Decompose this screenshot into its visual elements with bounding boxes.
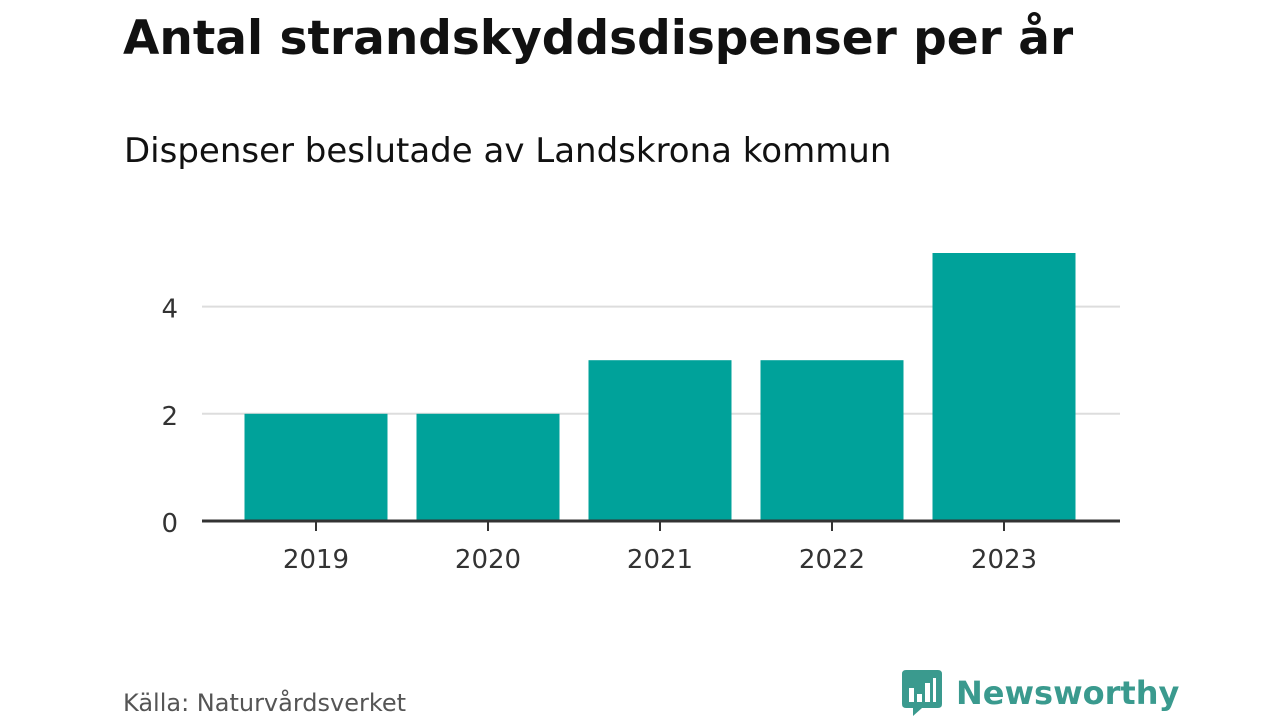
chart-subtitle: Dispenser beslutade av Landskrona kommun bbox=[124, 131, 892, 171]
bar-2022 bbox=[760, 360, 904, 521]
y-tick-label: 4 bbox=[161, 295, 178, 325]
source-note: Källa: Naturvårdsverket bbox=[123, 689, 407, 717]
x-tick-label: 2022 bbox=[799, 545, 865, 575]
x-tick-label: 2019 bbox=[283, 545, 349, 575]
x-tick-label: 2023 bbox=[971, 545, 1037, 575]
y-tick-label: 0 bbox=[161, 509, 178, 539]
bar-2019 bbox=[244, 413, 388, 521]
newsworthy-logo: Newsworthy bbox=[902, 670, 1179, 716]
y-tick-label: 2 bbox=[161, 402, 178, 432]
newsworthy-logo-text: Newsworthy bbox=[956, 674, 1180, 712]
bar-2021 bbox=[588, 360, 732, 521]
x-tick-label: 2021 bbox=[627, 545, 693, 575]
bar-2023 bbox=[932, 253, 1076, 521]
bars bbox=[244, 253, 1076, 521]
bar-2020 bbox=[416, 413, 560, 521]
axes: 0 2 4 2019 2020 2021 2022 2023 bbox=[161, 295, 1120, 575]
newsworthy-logo-icon bbox=[902, 670, 942, 716]
x-tick-label: 2020 bbox=[455, 545, 521, 575]
chart-title: Antal strandskyddsdispenser per år bbox=[123, 11, 1074, 66]
